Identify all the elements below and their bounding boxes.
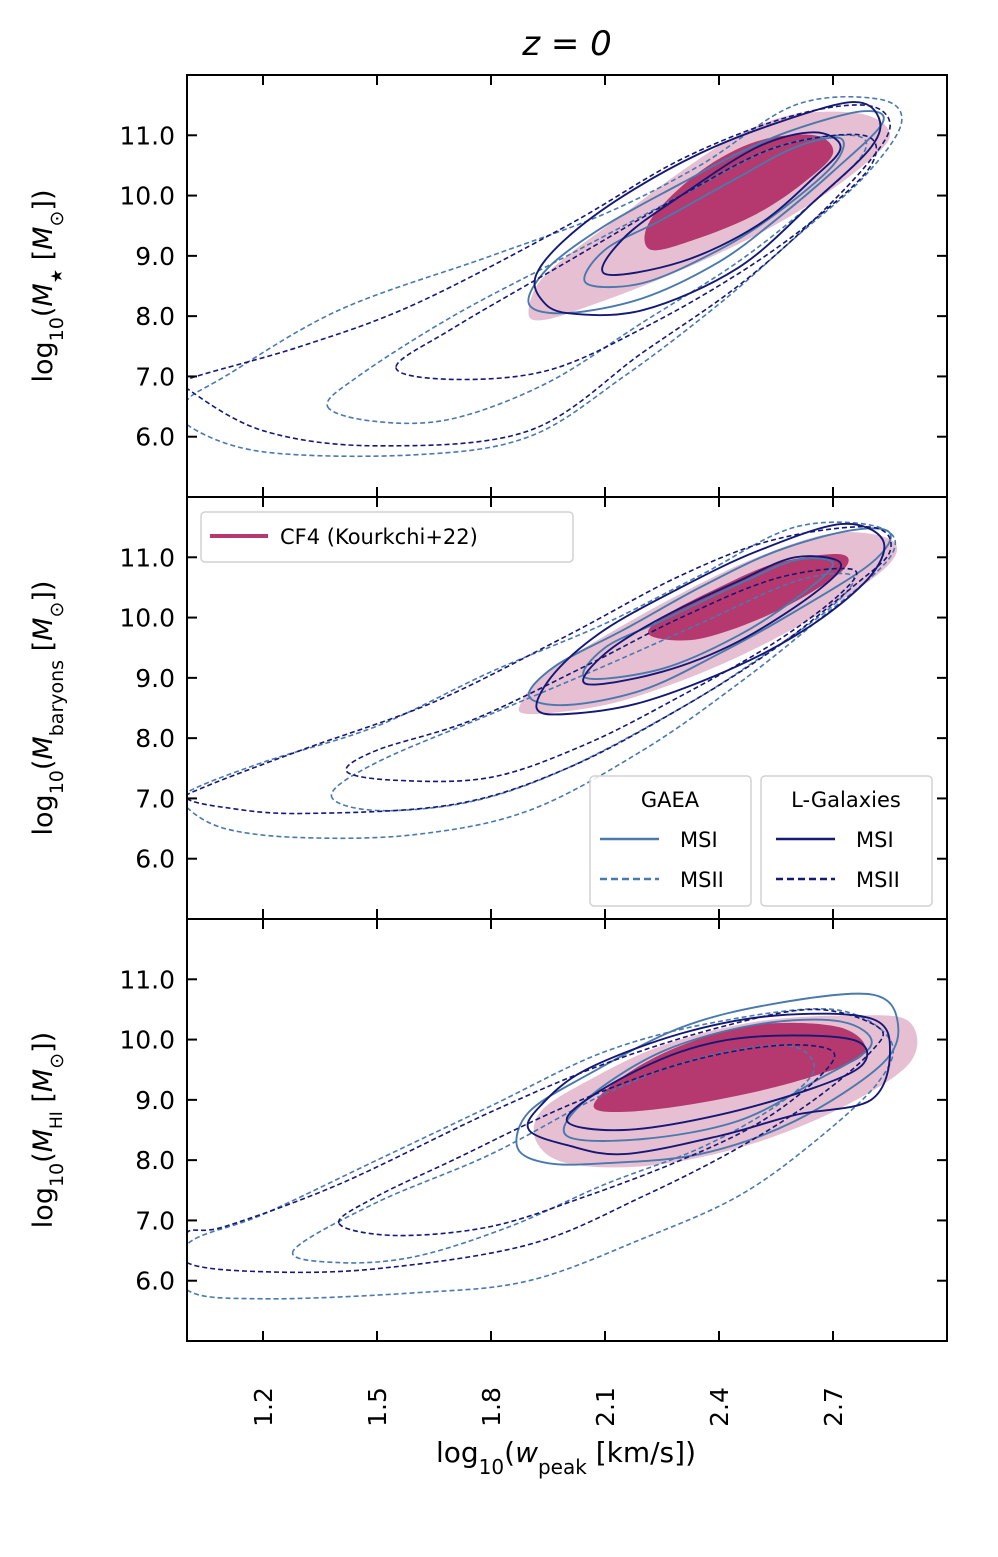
legend-gaea-title: GAEA [641, 788, 700, 812]
ytick-label-stellar-7.0: 7.0 [135, 362, 175, 391]
ytick-label-stellar-6.0: 6.0 [135, 423, 175, 452]
ytick-label-baryons-6.0: 6.0 [135, 845, 175, 874]
legend-lgalaxies: L-Galaxies MSI MSII [760, 775, 933, 907]
stellar-axis: 6.0 7.0 8.0 9.0 10.0 11.0 [119, 75, 947, 497]
baryons-contours [187, 521, 898, 840]
contour-stellar-gaea-msi-inner [583, 136, 845, 289]
contour-stellar-gaea-msii-outer [187, 95, 903, 458]
xtick-label-1.5: 1.5 [363, 1387, 392, 1427]
legend-gaea-dashed-label: MSII [680, 868, 724, 892]
ytick-label-stellar-8.0: 8.0 [135, 302, 175, 331]
contour-HI-gaea-msii-inner [291, 1044, 815, 1264]
contour-baryons-l-galaxies-msi-outer [535, 522, 886, 716]
contour-baryons-l-galaxies-msi-inner [582, 555, 843, 686]
contour-HI-l-galaxies-msii-outer [187, 1008, 885, 1274]
contour-baryons-gaea-msi-outer [527, 527, 892, 707]
contour-HI-gaea-msi-inner [562, 1018, 873, 1142]
legend-gaea-solid-label: MSI [680, 828, 718, 852]
panel-hi: 6.0 7.0 8.0 9.0 10.0 11.0 1.2 1.5 1.8 2.1 2.4 2.7 [119, 919, 947, 1427]
ylabel-hi: log10(MHI [M⊙]) [28, 1032, 68, 1228]
xtick-label-2.1: 2.1 [591, 1387, 620, 1427]
legend-gaea: GAEA MSI MSII [589, 775, 752, 907]
ytick-label-baryons-7.0: 7.0 [135, 784, 175, 813]
legend-cf4: CF4 (Kourkchi+22) [200, 511, 574, 563]
xtick-label-2.4: 2.4 [705, 1387, 734, 1427]
legend-lgalaxies-dashed-label: MSII [856, 868, 900, 892]
contour-HI-l-galaxies-msi-outer [526, 1012, 891, 1156]
ytick-label-HI-11.0: 11.0 [119, 965, 175, 994]
ylabel-stellar: log10(M★ [M⊙]) [28, 190, 68, 383]
ytick-label-HI-9.0: 9.0 [135, 1086, 175, 1115]
ytick-label-stellar-9.0: 9.0 [135, 242, 175, 271]
xlabel: log10(wpeak [km/s]) [436, 1436, 696, 1479]
contour-HI-gaea-msii-outer [187, 1007, 895, 1300]
ylabel-baryons: log10(Mbaryons [M⊙]) [28, 581, 68, 836]
contour-baryons-cf4-inner [648, 554, 849, 641]
contour-stellar-cf4-inner [644, 134, 834, 251]
legend-lgalaxies-title: L-Galaxies [791, 788, 901, 812]
ytick-label-stellar-10.0: 10.0 [119, 182, 175, 211]
ytick-label-baryons-8.0: 8.0 [135, 724, 175, 753]
contour-baryons-l-galaxies-msii-inner [345, 567, 858, 783]
panel-frame-hi [186, 918, 948, 1342]
ytick-label-HI-6.0: 6.0 [135, 1267, 175, 1296]
stellar-contours [187, 95, 903, 458]
contour-HI-gaea-msi-outer [515, 992, 900, 1166]
ytick-label-baryons-10.0: 10.0 [119, 604, 175, 633]
ytick-label-HI-10.0: 10.0 [119, 1026, 175, 1055]
contour-HI-l-galaxies-msi-inner [565, 1034, 869, 1132]
contour-stellar-gaea-msii-inner [326, 134, 868, 425]
legend-gaea-frame [589, 775, 752, 907]
contour-stellar-gaea-msi-outer [527, 110, 885, 315]
contour-HI-l-galaxies-msii-inner [338, 1044, 836, 1237]
legend-cf4-label: CF4 (Kourkchi+22) [280, 525, 478, 549]
ytick-label-stellar-11.0: 11.0 [119, 121, 175, 150]
hi-contours [187, 992, 918, 1300]
ytick-label-HI-8.0: 8.0 [135, 1146, 175, 1175]
contour-baryons-gaea-msii-inner [330, 572, 855, 812]
contour-stellar-l-galaxies-msii-outer [187, 104, 891, 447]
ytick-label-baryons-11.0: 11.0 [119, 543, 175, 572]
ytick-label-baryons-9.0: 9.0 [135, 664, 175, 693]
legend-cf4-frame [200, 511, 574, 563]
hi-axis: 6.0 7.0 8.0 9.0 10.0 11.0 1.2 1.5 1.8 2.1 2.4 2.7 [119, 919, 947, 1427]
contour-baryons-gaea-msii-outer [187, 521, 897, 840]
contour-stellar-l-galaxies-msi-outer [533, 101, 882, 317]
legend-lgalaxies-solid-label: MSI [856, 828, 894, 852]
legend-lgalaxies-frame [760, 775, 933, 907]
contour-stellar-l-galaxies-msi-inner [601, 131, 842, 276]
panel-baryons: 6.0 7.0 8.0 9.0 10.0 11.0 [119, 497, 947, 919]
xtick-label-1.8: 1.8 [477, 1387, 506, 1427]
baryons-axis: 6.0 7.0 8.0 9.0 10.0 11.0 [119, 497, 947, 919]
panel-stellar: 6.0 7.0 8.0 9.0 10.0 11.0 [119, 75, 947, 497]
ytick-label-HI-7.0: 7.0 [135, 1206, 175, 1235]
contour-stellar-l-galaxies-msii-inner [395, 133, 878, 381]
xtick-label-1.2: 1.2 [249, 1387, 278, 1427]
figure-title: z = 0 [521, 24, 612, 64]
xtick-label-2.7: 2.7 [819, 1387, 848, 1427]
